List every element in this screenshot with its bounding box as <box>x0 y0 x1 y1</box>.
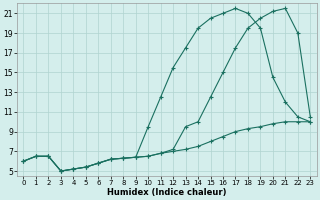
X-axis label: Humidex (Indice chaleur): Humidex (Indice chaleur) <box>107 188 227 197</box>
